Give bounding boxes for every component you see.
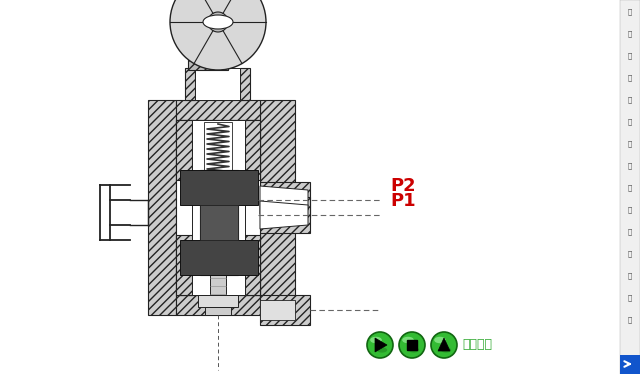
Text: 行: 行: [628, 75, 632, 81]
Polygon shape: [148, 100, 176, 315]
Polygon shape: [245, 120, 260, 180]
Polygon shape: [240, 68, 250, 100]
Polygon shape: [195, 68, 240, 100]
Polygon shape: [210, 275, 226, 295]
Text: 速: 速: [628, 31, 632, 37]
Text: 三: 三: [628, 251, 632, 257]
Text: 全: 全: [628, 9, 632, 15]
Polygon shape: [204, 122, 232, 180]
Text: 三: 三: [628, 295, 632, 301]
Polygon shape: [192, 120, 245, 295]
Text: 次: 次: [628, 317, 632, 323]
Polygon shape: [245, 235, 260, 295]
Polygon shape: [407, 340, 417, 350]
Text: 數: 數: [628, 119, 632, 125]
Polygon shape: [207, 35, 228, 68]
Ellipse shape: [409, 347, 419, 353]
Text: 三: 三: [628, 273, 632, 279]
Polygon shape: [188, 55, 228, 70]
Circle shape: [399, 332, 425, 358]
Polygon shape: [198, 295, 238, 307]
Circle shape: [367, 332, 393, 358]
Text: P2: P2: [390, 177, 415, 195]
Polygon shape: [260, 182, 310, 218]
Text: 旋: 旋: [628, 185, 632, 191]
Text: 中: 中: [628, 141, 632, 147]
Polygon shape: [620, 355, 640, 374]
Ellipse shape: [402, 337, 414, 343]
Polygon shape: [260, 295, 310, 325]
Circle shape: [170, 0, 266, 70]
Circle shape: [208, 12, 228, 32]
Polygon shape: [205, 307, 231, 315]
Text: 個: 個: [628, 53, 632, 59]
Ellipse shape: [370, 337, 382, 343]
Polygon shape: [260, 197, 310, 233]
Ellipse shape: [377, 347, 387, 353]
Polygon shape: [200, 35, 236, 55]
Polygon shape: [176, 235, 192, 295]
Polygon shape: [260, 186, 308, 214]
Polygon shape: [375, 338, 387, 352]
Circle shape: [431, 332, 457, 358]
Text: 返回上頁: 返回上頁: [462, 338, 492, 352]
Polygon shape: [180, 240, 258, 275]
Polygon shape: [260, 300, 295, 320]
Text: 接: 接: [628, 97, 632, 103]
Text: 分: 分: [628, 163, 632, 169]
Polygon shape: [200, 170, 238, 275]
Polygon shape: [185, 68, 195, 100]
Polygon shape: [620, 0, 640, 374]
Polygon shape: [200, 205, 238, 240]
Polygon shape: [438, 338, 450, 351]
Polygon shape: [260, 201, 308, 229]
Polygon shape: [176, 295, 260, 315]
Text: P1: P1: [390, 192, 415, 210]
Polygon shape: [176, 120, 192, 180]
Ellipse shape: [441, 347, 451, 353]
Text: 返: 返: [628, 229, 632, 235]
Polygon shape: [176, 100, 260, 120]
Text: 三: 三: [628, 207, 632, 213]
Polygon shape: [180, 170, 258, 205]
Ellipse shape: [203, 15, 233, 29]
Polygon shape: [176, 120, 260, 295]
Ellipse shape: [434, 337, 446, 343]
Polygon shape: [0, 0, 610, 374]
Polygon shape: [260, 100, 295, 315]
